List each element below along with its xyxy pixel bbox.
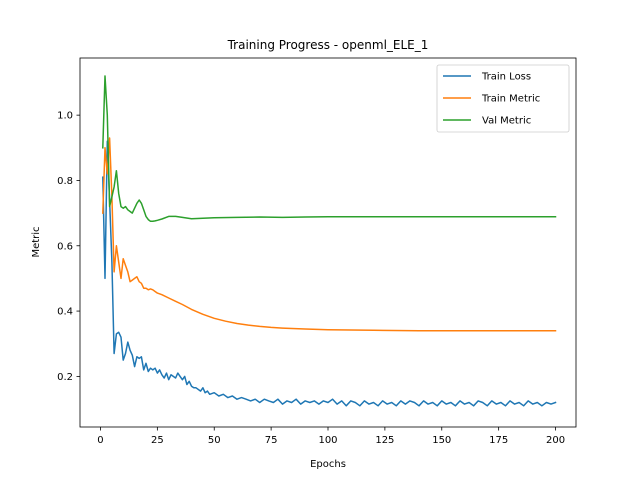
y-tick-label: 0.2 xyxy=(57,372,73,383)
series-line-val-metric xyxy=(102,75,557,223)
chart-legend: Train Loss Train Metric Val Metric xyxy=(436,64,570,133)
legend-label: Val Metric xyxy=(482,116,531,127)
x-tick-label: 0 xyxy=(97,435,103,446)
x-tick-label: 25 xyxy=(151,435,164,446)
y-axis-ticks: 0.2 0.4 0.6 0.8 1.0 xyxy=(57,111,80,383)
y-tick-label: 1.0 xyxy=(57,111,73,122)
y-tick-label: 0.6 xyxy=(57,241,73,252)
y-tick-label: 0.8 xyxy=(57,176,73,187)
legend-label: Train Metric xyxy=(481,94,540,105)
series-line-train-metric xyxy=(102,137,557,332)
series-line-train-loss xyxy=(102,140,557,407)
x-tick-label: 125 xyxy=(375,435,394,446)
plot-lines xyxy=(102,75,557,407)
x-axis-ticks: 0 25 50 75 100 125 150 175 200 xyxy=(97,427,565,446)
x-tick-label: 150 xyxy=(432,435,451,446)
x-axis-label: Epochs xyxy=(310,459,346,470)
x-tick-label: 50 xyxy=(208,435,221,446)
x-tick-label: 100 xyxy=(318,435,337,446)
x-tick-label: 200 xyxy=(546,435,565,446)
legend-box xyxy=(436,64,570,133)
chart-title: Training Progress - openml_ELE_1 xyxy=(227,38,429,52)
legend-label: Train Loss xyxy=(481,72,531,83)
y-axis-label: Metric xyxy=(31,226,42,257)
y-tick-label: 0.4 xyxy=(57,307,73,318)
x-tick-label: 175 xyxy=(489,435,508,446)
x-tick-label: 75 xyxy=(265,435,278,446)
